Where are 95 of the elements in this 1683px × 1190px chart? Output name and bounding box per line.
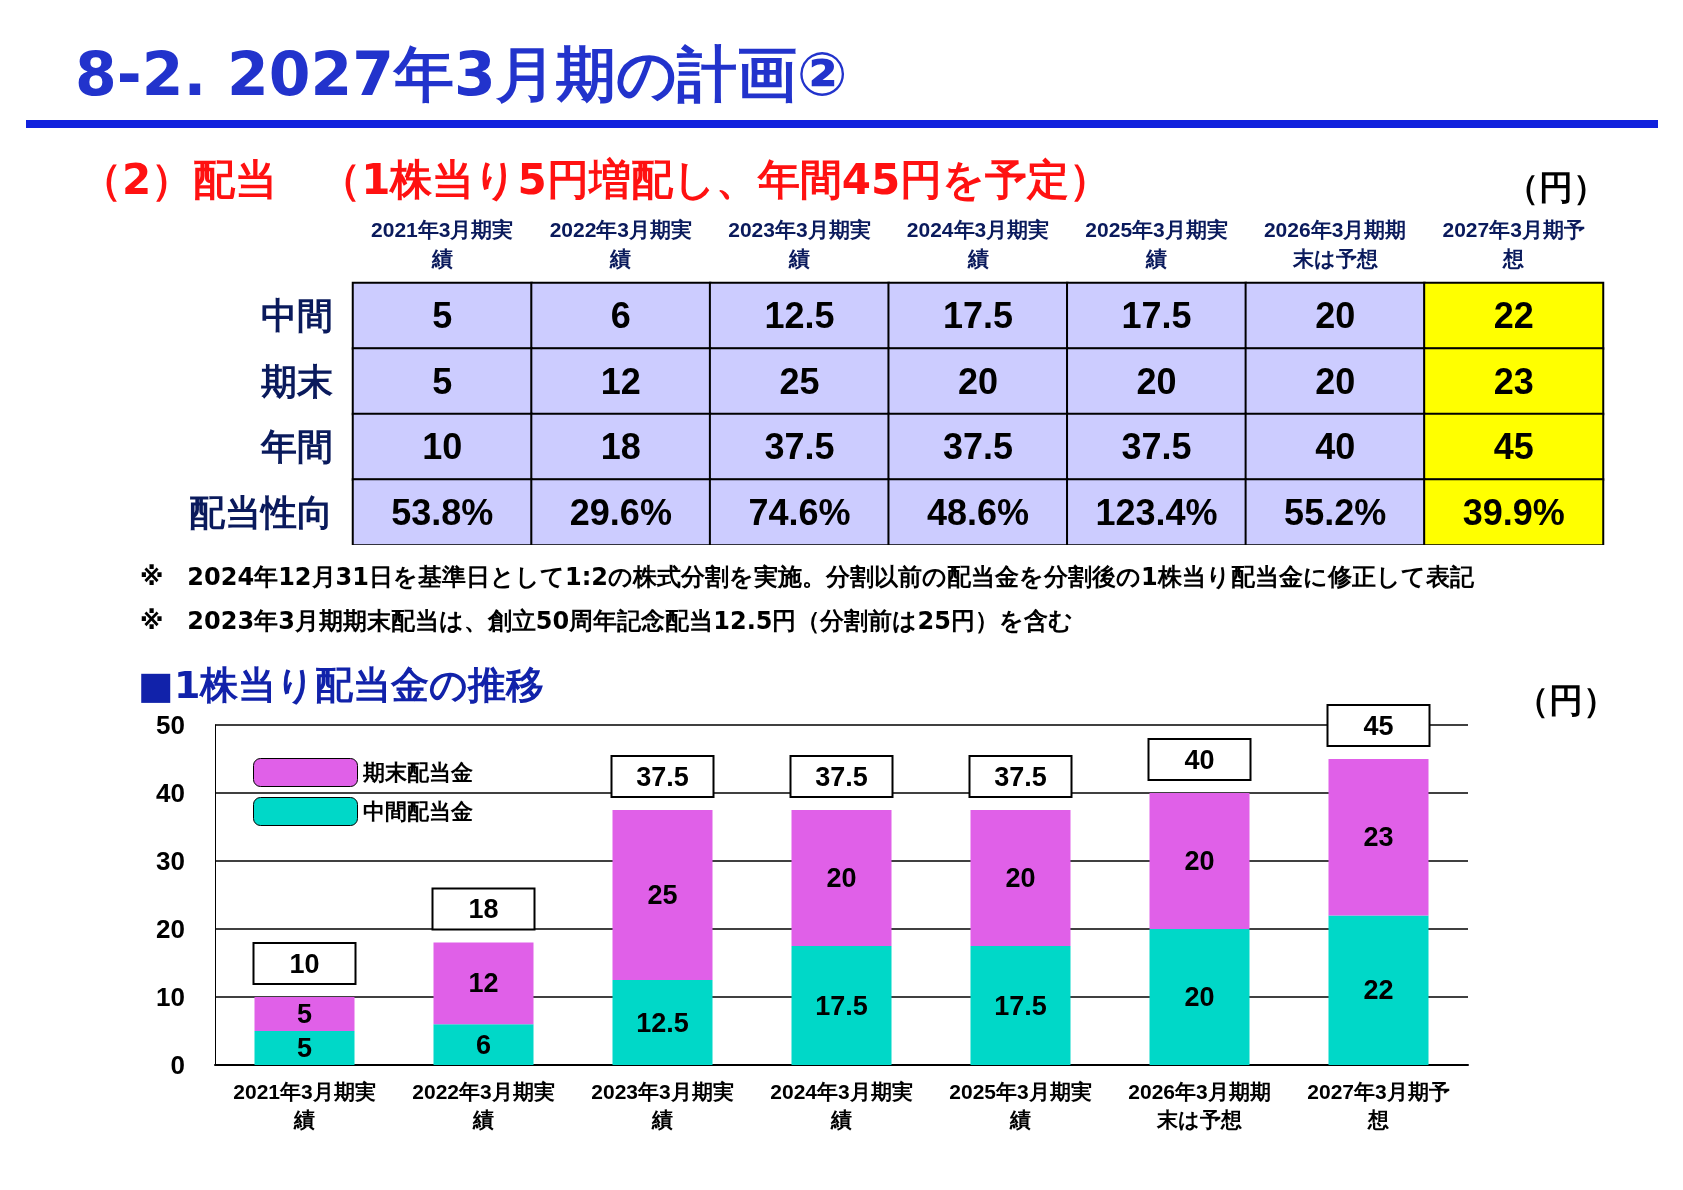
data-label: 12 — [600, 360, 641, 402]
x-tick-label: 2026年3月期期末は予想 — [1128, 1079, 1271, 1131]
bar — [433, 1024, 534, 1065]
data-label: 22 — [1493, 295, 1534, 337]
data-label: 20 — [1005, 863, 1036, 893]
data-label: 6 — [610, 295, 631, 337]
data-label: 10 — [422, 426, 463, 468]
text: ※ 2023年3月期期末配当は、創立50周年記念配当12.5円（分割前は25円）を含む — [140, 606, 1074, 637]
y-tick-label: 40 — [156, 778, 185, 808]
data-label: 45 — [1493, 426, 1534, 468]
data-label: 23 — [1493, 360, 1534, 402]
bar — [1149, 793, 1250, 929]
bar — [254, 1031, 355, 1065]
x-tick-label: 2025年3月期実績 — [1085, 218, 1228, 270]
bar — [791, 946, 892, 1065]
y-tick-label: 20 — [156, 914, 185, 944]
bar — [433, 942, 534, 1025]
chart-title: 8-2. 2027年3月期の計画② — [75, 38, 848, 111]
data-label: 23 — [1363, 822, 1394, 853]
bar — [791, 810, 892, 946]
y-tick-label: 0 — [170, 1050, 185, 1080]
y-tick-label: 50 — [156, 710, 185, 740]
y-tick-label: 中間 — [261, 295, 333, 337]
x-tick-label: 2023年3月期実績 — [591, 1079, 734, 1131]
data-label: 5 — [432, 360, 453, 402]
x-tick-label: 2021年3月期実績 — [371, 218, 514, 270]
chart-title: ■1株当り配当金の推移 — [138, 662, 545, 709]
legend-label: 期末配当金 — [361, 760, 473, 785]
data-label: 40 — [1315, 426, 1356, 468]
data-label: 20 — [1315, 360, 1356, 402]
data-label: 6 — [475, 1029, 492, 1060]
data-label: 25 — [779, 360, 820, 402]
x-tick-label: 2024年3月期実績 — [770, 1079, 913, 1131]
x-tick-label: 2022年3月期実績 — [412, 1079, 555, 1131]
bar — [1149, 929, 1250, 1065]
total-label: 40 — [1184, 744, 1215, 775]
bar — [612, 980, 713, 1065]
bar — [970, 810, 1071, 946]
total-label: 37.5 — [636, 761, 689, 792]
y-axis-title: （円） — [1515, 681, 1617, 719]
total-label: 45 — [1363, 710, 1394, 741]
data-label: 18 — [600, 426, 641, 468]
data-label: 5 — [296, 1033, 313, 1063]
total-label: 37.5 — [815, 761, 868, 792]
x-tick-label: 2023年3月期実績 — [728, 218, 871, 270]
data-label: 37.5 — [1121, 426, 1192, 468]
data-label: 12 — [468, 968, 499, 999]
data-label: 29.6% — [569, 491, 672, 533]
x-tick-label: 2025年3月期実績 — [949, 1079, 1092, 1131]
data-label: 5 — [432, 295, 453, 337]
data-label: 74.6% — [748, 491, 851, 533]
data-label: 17.5 — [1121, 295, 1192, 337]
data-label: 17.5 — [815, 990, 868, 1021]
data-label: 12.5 — [764, 295, 835, 337]
data-label: 5 — [296, 999, 313, 1029]
legend-label: 中間配当金 — [362, 799, 473, 824]
data-label: 20 — [1184, 982, 1215, 1012]
bar — [254, 997, 355, 1031]
total-label: 37.5 — [994, 761, 1047, 792]
data-label: 17.5 — [942, 295, 1014, 337]
data-label: 25 — [647, 880, 678, 910]
bar — [1328, 759, 1429, 916]
data-label: 37.5 — [764, 426, 835, 468]
x-tick-label: 2024年3月期実績 — [906, 218, 1050, 270]
data-label: 39.9% — [1462, 491, 1565, 533]
chart-subtitle: （2）配当 （1株当り5円増配し、年間45円を予定） — [80, 154, 1112, 206]
data-label: 20 — [826, 863, 857, 893]
data-label: 20 — [1136, 360, 1177, 402]
x-tick-label: 2027年3月期予想 — [1442, 218, 1585, 270]
x-tick-label: 2027年3月期予想 — [1307, 1079, 1450, 1131]
data-label: 20 — [957, 360, 999, 402]
total-label: 18 — [468, 894, 499, 925]
bar — [970, 946, 1071, 1065]
data-label: 48.6% — [926, 491, 1030, 533]
data-label: 17.5 — [994, 990, 1047, 1021]
data-label: 123.4% — [1095, 491, 1218, 533]
y-tick-label: 年間 — [260, 426, 333, 468]
y-tick-label: 期末 — [261, 360, 333, 402]
text: ※ 2024年12月31日を基準日として1:2の株式分割を実施。分割以前の配当金を分割後の1株当り配当金に修正して表記 — [140, 562, 1474, 593]
data-label: 55.2% — [1284, 491, 1387, 533]
y-tick-label: 10 — [156, 982, 185, 1012]
y-tick-label: 配当性向 — [189, 491, 333, 533]
data-label: 37.5 — [942, 426, 1014, 468]
bar — [612, 810, 713, 980]
data-label: 22 — [1363, 975, 1394, 1006]
data-label: 53.8% — [391, 491, 494, 533]
bar — [1328, 915, 1429, 1065]
x-tick-label: 2021年3月期実績 — [233, 1079, 376, 1131]
data-label: 20 — [1315, 295, 1356, 337]
x-tick-label: 2026年3月期期末は予想 — [1263, 218, 1407, 270]
data-label: 12.5 — [636, 1007, 689, 1038]
x-tick-label: 2022年3月期実績 — [549, 218, 693, 270]
y-tick-label: 30 — [156, 846, 185, 876]
text: （円） — [1505, 166, 1607, 209]
data-label: 20 — [1184, 846, 1215, 876]
